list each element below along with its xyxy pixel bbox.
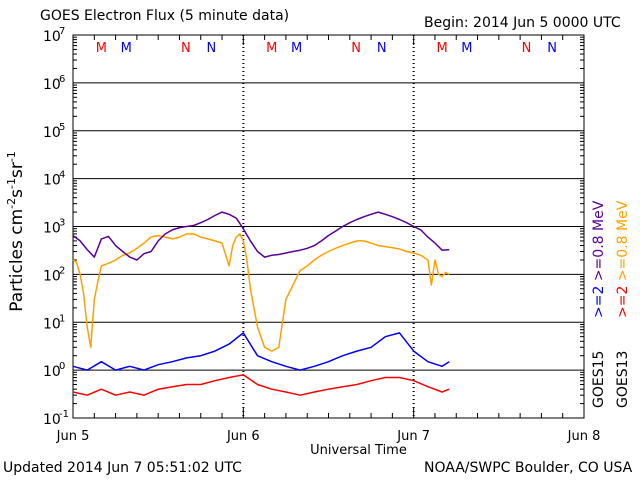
marker-m: M (291, 41, 302, 56)
series-line-goes13-0-8-mev (72, 233, 450, 352)
y-tick-exponent: 4 (59, 170, 65, 181)
y-tick-base: 10 (43, 77, 61, 93)
x-tick-label: Jun 6 (226, 429, 260, 444)
series-line-goes13-2 (72, 374, 450, 396)
y-tick-exponent: 1 (59, 313, 65, 324)
y-tick-base: 10 (43, 125, 61, 141)
marker-n: N (522, 41, 532, 56)
x-tick-label: Jun 5 (56, 429, 90, 444)
y-tick-label: 101 (43, 313, 65, 332)
y-tick-label: 102 (43, 265, 65, 284)
x-tick-label: Jun 7 (396, 429, 430, 444)
y-tick-base: 10 (43, 173, 61, 189)
series-line-goes15-0-8-mev (72, 211, 450, 261)
y-tick-exponent: 5 (59, 122, 65, 133)
chart-title: GOES Electron Flux (5 minute data) (40, 8, 290, 24)
y-tick-base: 10 (43, 412, 61, 428)
marker-m: M (461, 41, 472, 56)
marker-n: N (181, 41, 191, 56)
y-tick-exponent: 6 (59, 74, 65, 85)
y-tick-exponent: 7 (59, 26, 65, 37)
y-tick-label: 100 (43, 361, 65, 380)
y-tick-label: 104 (43, 170, 65, 189)
y-tick-label: 106 (43, 74, 65, 93)
marker-m: M (266, 41, 277, 56)
y-tick-label: 103 (43, 218, 65, 237)
y-tick-base: 10 (43, 364, 61, 380)
marker-m: M (436, 41, 447, 56)
y-tick-base: 10 (43, 29, 61, 45)
y-tick-exponent: 2 (59, 265, 65, 276)
y-tick-exponent: 0 (59, 361, 65, 372)
y-tick-base: 10 (43, 221, 61, 237)
y-tick-exponent: 3 (59, 218, 65, 229)
marker-n: N (547, 41, 557, 56)
legend-goes13-series: >=2 >=0.8 MeV (615, 200, 631, 318)
y-tick-exponent: -1 (59, 409, 69, 420)
series-line-goes15-2 (72, 332, 450, 371)
marker-n: N (207, 41, 217, 56)
x-axis-label: Universal Time (310, 443, 407, 458)
y-axis-label: Particles cm-2s-1sr-1 (5, 151, 27, 312)
marker-n: N (351, 41, 361, 56)
marker-m: M (121, 41, 132, 56)
y-tick-label: 10-1 (43, 409, 69, 428)
updated-time: Updated 2014 Jun 7 05:51:02 UTC (3, 460, 242, 476)
marker-m: M (96, 41, 107, 56)
y-tick-base: 10 (43, 316, 61, 332)
legend-goes15: GOES15 (591, 351, 607, 408)
x-tick-label: Jun 8 (567, 429, 601, 444)
y-tick-label: 107 (43, 26, 65, 45)
begin-time: Begin: 2014 Jun 5 0000 UTC (424, 15, 621, 31)
y-tick-base: 10 (43, 268, 61, 284)
y-tick-label: 105 (43, 122, 65, 141)
marker-n: N (377, 41, 387, 56)
credit: NOAA/SWPC Boulder, CO USA (424, 460, 633, 476)
legend-goes13: GOES13 (615, 351, 631, 408)
legend-goes15-series: >=2 >=0.8 MeV (591, 200, 607, 318)
